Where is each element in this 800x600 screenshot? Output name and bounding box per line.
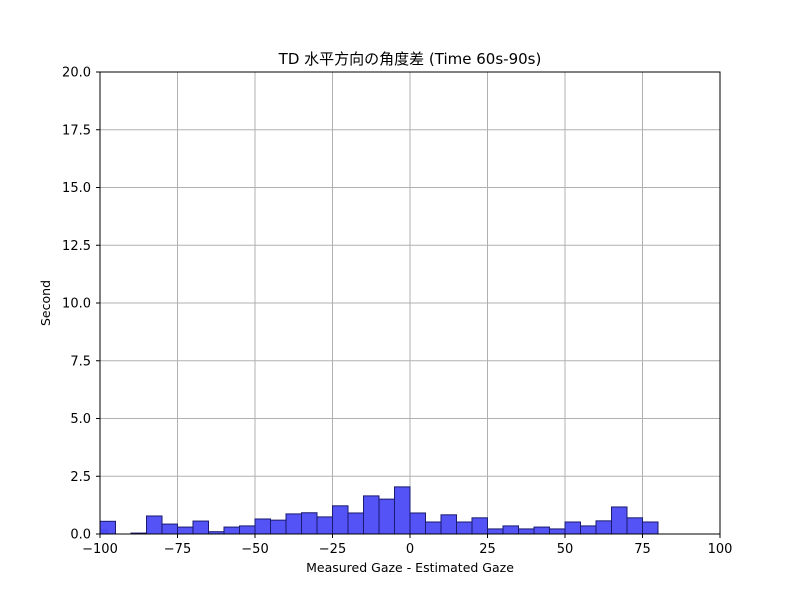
histogram-bar xyxy=(285,513,302,535)
histogram-bar xyxy=(456,521,473,535)
histogram-bar xyxy=(363,495,380,535)
histogram-bar xyxy=(409,512,426,535)
x-tick-label: −25 xyxy=(319,542,346,557)
x-tick-label: 0 xyxy=(406,542,414,557)
histogram-bar xyxy=(378,498,395,535)
histogram-bar xyxy=(146,515,163,535)
x-tick-label: −75 xyxy=(164,542,191,557)
histogram-bar xyxy=(347,512,364,535)
x-tick-label: 75 xyxy=(634,542,651,557)
x-tick-label: 50 xyxy=(557,542,574,557)
x-tick-label: −50 xyxy=(241,542,268,557)
y-tick-label: 7.5 xyxy=(70,354,91,369)
histogram-bar xyxy=(332,505,349,535)
histogram-bar xyxy=(177,526,194,535)
x-axis-label: Measured Gaze - Estimated Gaze xyxy=(306,560,514,575)
y-tick-label: 2.5 xyxy=(70,470,91,485)
histogram-bar xyxy=(316,516,333,535)
histogram-bar xyxy=(611,506,628,535)
histogram-bar xyxy=(471,517,488,535)
histogram-bar xyxy=(580,525,597,535)
y-tick-label: 5.0 xyxy=(70,412,91,427)
y-axis-label: Second xyxy=(38,280,53,326)
y-tick-label: 12.5 xyxy=(62,239,91,254)
histogram-bar xyxy=(394,486,411,535)
y-tick-label: 20.0 xyxy=(62,66,91,81)
histogram-bar xyxy=(595,520,612,535)
x-axis-ticks: −100 −75 −50 −25 0 25 50 75 100 xyxy=(82,534,732,557)
histogram-bar xyxy=(487,528,504,535)
histogram-bar xyxy=(161,523,178,535)
histogram-bar xyxy=(502,525,519,535)
histogram-bar xyxy=(533,526,550,535)
chart-title: TD 水平方向の角度差 (Time 60s-90s) xyxy=(278,50,542,68)
histogram-bar xyxy=(440,514,457,535)
histogram-bar xyxy=(192,520,209,535)
histogram-bar xyxy=(223,526,240,535)
y-tick-label: 0.0 xyxy=(70,528,91,543)
histogram-bar xyxy=(518,528,535,535)
x-tick-label: −100 xyxy=(82,542,118,557)
x-tick-label: 100 xyxy=(708,542,733,557)
histogram-bar xyxy=(301,512,318,535)
y-tick-label: 15.0 xyxy=(62,181,91,196)
histogram-bar xyxy=(425,521,442,535)
x-tick-label: 25 xyxy=(479,542,496,557)
y-tick-label: 10.0 xyxy=(62,297,91,312)
histogram-bar xyxy=(270,519,287,535)
histogram-bar xyxy=(642,521,659,535)
histogram-bar xyxy=(254,518,271,535)
histogram-bar xyxy=(564,521,581,535)
histogram-bar xyxy=(626,517,643,535)
y-tick-label: 17.5 xyxy=(62,123,91,138)
histogram-bar xyxy=(239,525,256,535)
histogram-bar xyxy=(99,520,116,535)
histogram-bar xyxy=(549,528,566,535)
y-axis-ticks: 0.0 2.5 5.0 7.5 10.0 12.5 15.0 17.5 20.0 xyxy=(62,66,100,543)
